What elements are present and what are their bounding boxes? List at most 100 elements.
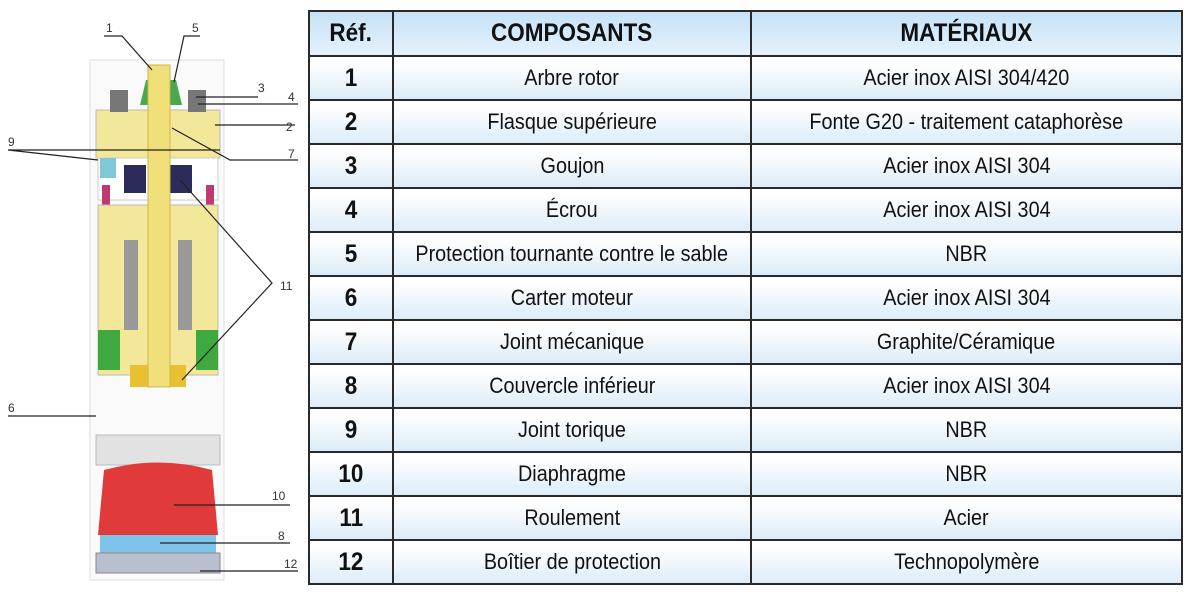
bolt-right	[188, 90, 206, 112]
component-cell: Joint torique	[392, 407, 752, 453]
bottom-cover	[100, 535, 216, 553]
component-cell-text: Roulement	[524, 505, 620, 530]
ref-cell: 3	[308, 143, 394, 189]
winding-bottom-right	[196, 330, 218, 370]
table-row: 4 Écrou Acier inox AISI 304	[308, 187, 1183, 233]
material-cell: NBR	[750, 451, 1183, 497]
ref-cell: 11	[308, 495, 394, 541]
table-row: 6 Carter moteur Acier inox AISI 304	[308, 275, 1183, 321]
header-materials-label: MATÉRIAUX	[900, 19, 1033, 47]
bolt-left	[110, 90, 128, 112]
material-cell: Fonte G20 - traitement cataphorèse	[750, 99, 1183, 145]
winding-bottom-left	[98, 330, 120, 370]
ref-cell-text: 3	[344, 151, 358, 180]
component-cell-text: Écrou	[546, 197, 598, 222]
ref-cell: 6	[308, 275, 394, 321]
ref-cell: 8	[308, 363, 394, 409]
lower-rings	[95, 434, 221, 466]
callout-3: 3	[258, 81, 265, 95]
material-cell-text: Acier inox AISI 304	[882, 373, 1051, 398]
header-components: COMPOSANTS	[392, 10, 752, 57]
component-cell: Roulement	[392, 495, 752, 541]
material-cell-text: NBR	[945, 461, 988, 486]
header-components-label: COMPOSANTS	[491, 19, 653, 47]
ref-cell-text: 2	[344, 107, 358, 136]
component-cell-text: Carter moteur	[510, 285, 634, 310]
table-row: 3 Goujon Acier inox AISI 304	[308, 143, 1183, 189]
component-cell: Protection tournante contre le sable	[392, 231, 752, 277]
material-cell-text: NBR	[945, 417, 988, 442]
ref-cell-text: 11	[339, 503, 363, 532]
component-cell: Flasque supérieure	[392, 99, 752, 145]
material-cell-text: Acier inox AISI 304	[882, 197, 1051, 222]
callout-10: 10	[272, 489, 286, 503]
ref-cell: 2	[308, 99, 394, 145]
material-cell-text: Fonte G20 - traitement cataphorèse	[809, 109, 1124, 134]
rotor-left	[124, 240, 138, 330]
table-row: 12 Boîtier de protection Technopolymère	[308, 539, 1183, 585]
callout-11: 11	[280, 279, 293, 293]
table-row: 8 Couvercle inférieur Acier inox AISI 304	[308, 363, 1183, 409]
component-cell-text: Joint mécanique	[499, 329, 645, 354]
header-materials: MATÉRIAUX	[750, 10, 1183, 57]
ref-cell-text: 6	[344, 283, 358, 312]
callout-2: 2	[286, 120, 293, 134]
table-row: 1 Arbre rotor Acier inox AISI 304/420	[308, 55, 1183, 101]
ref-cell-text: 9	[344, 415, 358, 444]
material-cell: Acier inox AISI 304/420	[750, 55, 1183, 101]
diaphragm	[98, 462, 218, 535]
component-cell: Joint mécanique	[392, 319, 752, 365]
component-cell: Carter moteur	[392, 275, 752, 321]
callout-1: 1	[106, 21, 113, 35]
material-cell: Technopolymère	[750, 539, 1183, 585]
ref-cell-text: 4	[344, 195, 358, 224]
table-row: 10 Diaphragme NBR	[308, 451, 1183, 497]
material-cell: Acier inox AISI 304	[750, 275, 1183, 321]
table-row: 11 Roulement Acier	[308, 495, 1183, 541]
component-cell: Diaphragme	[392, 451, 752, 497]
component-cell-text: Protection tournante contre le sable	[415, 241, 729, 266]
components-materials-table: Réf. COMPOSANTS MATÉRIAUX 1 Arbre rotor Ac…	[308, 10, 1183, 585]
component-cell: Arbre rotor	[392, 55, 752, 101]
material-cell: NBR	[750, 407, 1183, 453]
material-cell-text: Acier inox AISI 304	[882, 153, 1051, 178]
ref-cell: 9	[308, 407, 394, 453]
component-cell-text: Diaphragme	[518, 461, 626, 486]
rotor-shaft	[147, 64, 171, 388]
ref-cell: 10	[308, 451, 394, 497]
callout-9: 9	[8, 135, 15, 149]
ref-cell-text: 10	[338, 459, 364, 488]
header-ref-label: Réf.	[329, 19, 373, 47]
material-cell: Acier inox AISI 304	[750, 363, 1183, 409]
ref-cell-text: 1	[344, 63, 358, 92]
material-cell: NBR	[750, 231, 1183, 277]
component-cell-text: Goujon	[540, 153, 604, 178]
o-ring	[100, 158, 116, 178]
material-cell: Acier	[750, 495, 1183, 541]
component-cell-text: Joint torique	[518, 417, 626, 442]
ref-cell: 5	[308, 231, 394, 277]
material-cell-text: Acier inox AISI 304/420	[863, 65, 1070, 90]
component-cell: Boîtier de protection	[392, 539, 752, 585]
ref-cell: 1	[308, 55, 394, 101]
motor-cutaway-diagram: 1 2 3 4 5 6 7 8 9 10 11 12	[7, 21, 298, 581]
table-row: 2 Flasque supérieure Fonte G20 - traitemen…	[308, 99, 1183, 145]
ref-cell: 7	[308, 319, 394, 365]
material-cell-text: Technopolymère	[893, 549, 1040, 574]
table-header-row: Réf. COMPOSANTS MATÉRIAUX	[308, 10, 1183, 57]
component-cell: Écrou	[392, 187, 752, 233]
material-cell-text: Acier	[943, 505, 990, 530]
rotor-right	[178, 240, 192, 330]
material-cell: Graphite/Céramique	[750, 319, 1183, 365]
header-ref: Réf.	[308, 10, 394, 57]
table-row: 9 Joint torique NBR	[308, 407, 1183, 453]
ref-cell-text: 7	[344, 327, 358, 356]
table-row: 5 Protection tournante contre le sable NBR	[308, 231, 1183, 277]
callout-8: 8	[278, 529, 285, 543]
ref-cell-text: 12	[338, 547, 364, 576]
material-cell-text: NBR	[945, 241, 988, 266]
component-cell-text: Boîtier de protection	[483, 549, 661, 574]
bearing-top-left	[124, 165, 146, 193]
table-row: 7 Joint mécanique Graphite/Céramique	[308, 319, 1183, 365]
material-cell-text: Graphite/Céramique	[877, 329, 1056, 354]
